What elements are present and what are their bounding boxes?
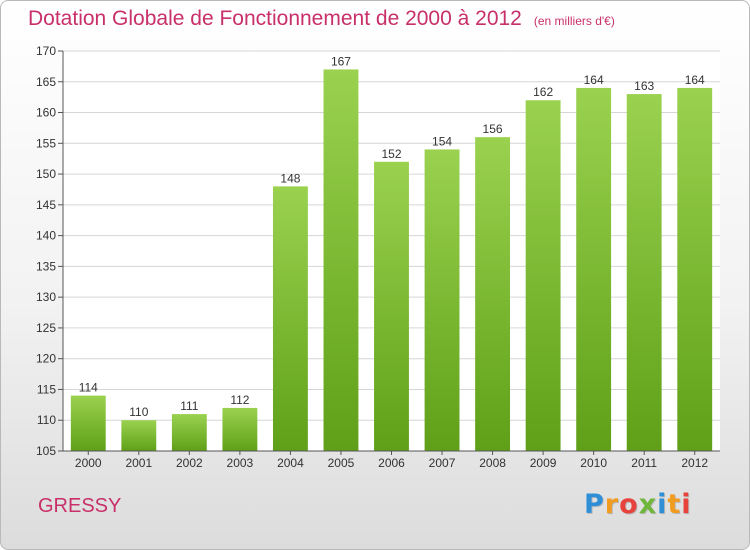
bar-value-label: 162	[533, 85, 553, 99]
x-tick-label: 2012	[681, 456, 708, 470]
bar-value-label: 154	[432, 134, 452, 148]
y-tick-label: 155	[36, 136, 56, 150]
x-tick-label: 2008	[479, 456, 506, 470]
bar	[576, 87, 612, 451]
bar	[171, 414, 207, 451]
x-tick-label: 2009	[530, 456, 557, 470]
bar-value-label: 112	[230, 393, 249, 407]
y-tick-label: 130	[36, 290, 56, 304]
x-tick-label: 2005	[328, 456, 355, 470]
y-tick-label: 110	[37, 413, 56, 427]
bar-value-label: 167	[331, 54, 351, 68]
proxiti-logo: Proxiti	[584, 489, 692, 520]
y-tick-label: 165	[36, 75, 56, 89]
bar	[424, 149, 460, 451]
x-tick-label: 2002	[176, 456, 203, 470]
chart-title-text: Dotation Globale de Fonctionnement de 20…	[28, 7, 522, 30]
y-tick-label: 125	[36, 321, 56, 335]
y-tick-label: 145	[36, 198, 56, 212]
bar	[626, 94, 662, 452]
bar	[222, 407, 258, 451]
logo-letter: x	[638, 489, 658, 520]
bar	[374, 161, 409, 451]
bar-value-label: 148	[280, 171, 300, 185]
y-tick-label: 140	[36, 229, 56, 243]
chart-title: Dotation Globale de Fonctionnement de 20…	[28, 7, 615, 31]
bar-value-label: 152	[381, 147, 401, 161]
y-tick-label: 170	[36, 44, 56, 58]
y-tick-label: 120	[36, 352, 56, 366]
bar-value-label: 156	[483, 122, 503, 136]
y-tick-label: 160	[36, 106, 56, 120]
bar	[121, 420, 157, 451]
logo-letter: o	[619, 489, 639, 520]
bar-value-label: 110	[129, 405, 148, 419]
commune-name: GRESSY	[38, 495, 122, 517]
x-tick-label: 2001	[125, 456, 152, 470]
x-tick-label: 2004	[277, 456, 304, 470]
y-tick-label: 105	[36, 444, 56, 458]
bar-value-label: 111	[180, 399, 199, 413]
bar	[475, 137, 511, 451]
bar-value-label: 164	[685, 73, 705, 87]
y-tick-label: 115	[37, 382, 56, 396]
chart-unit: (en milliers d'€)	[533, 14, 615, 28]
logo-letter: i	[657, 489, 668, 520]
bar-value-label: 163	[634, 79, 654, 93]
x-tick-label: 2003	[227, 456, 254, 470]
bar	[272, 186, 308, 451]
x-tick-label: 2010	[580, 456, 607, 470]
logo-letter: t	[667, 489, 682, 520]
bars: 114 110 111 112 148 167 152 154 156 162 164 163 164	[70, 54, 713, 452]
x-tick-label: 2000	[75, 456, 102, 470]
logo-letter: i	[681, 489, 692, 520]
bar-value-label: 164	[584, 73, 604, 87]
logo-letter: P	[584, 489, 605, 520]
logo-letter: r	[604, 489, 620, 520]
y-tick-label: 135	[36, 259, 56, 273]
bar-value-label: 114	[79, 381, 98, 395]
bar	[323, 69, 359, 451]
bar	[525, 100, 561, 451]
bar	[70, 395, 106, 451]
axes: 105 110 115 120 125 130 135 140 145 150 155 160 165 1…	[36, 44, 720, 470]
x-tick-label: 2011	[631, 456, 657, 470]
bar	[677, 87, 713, 451]
y-tick-label: 150	[36, 167, 56, 181]
x-tick-label: 2006	[378, 456, 405, 470]
x-tick-label: 2007	[429, 456, 456, 470]
